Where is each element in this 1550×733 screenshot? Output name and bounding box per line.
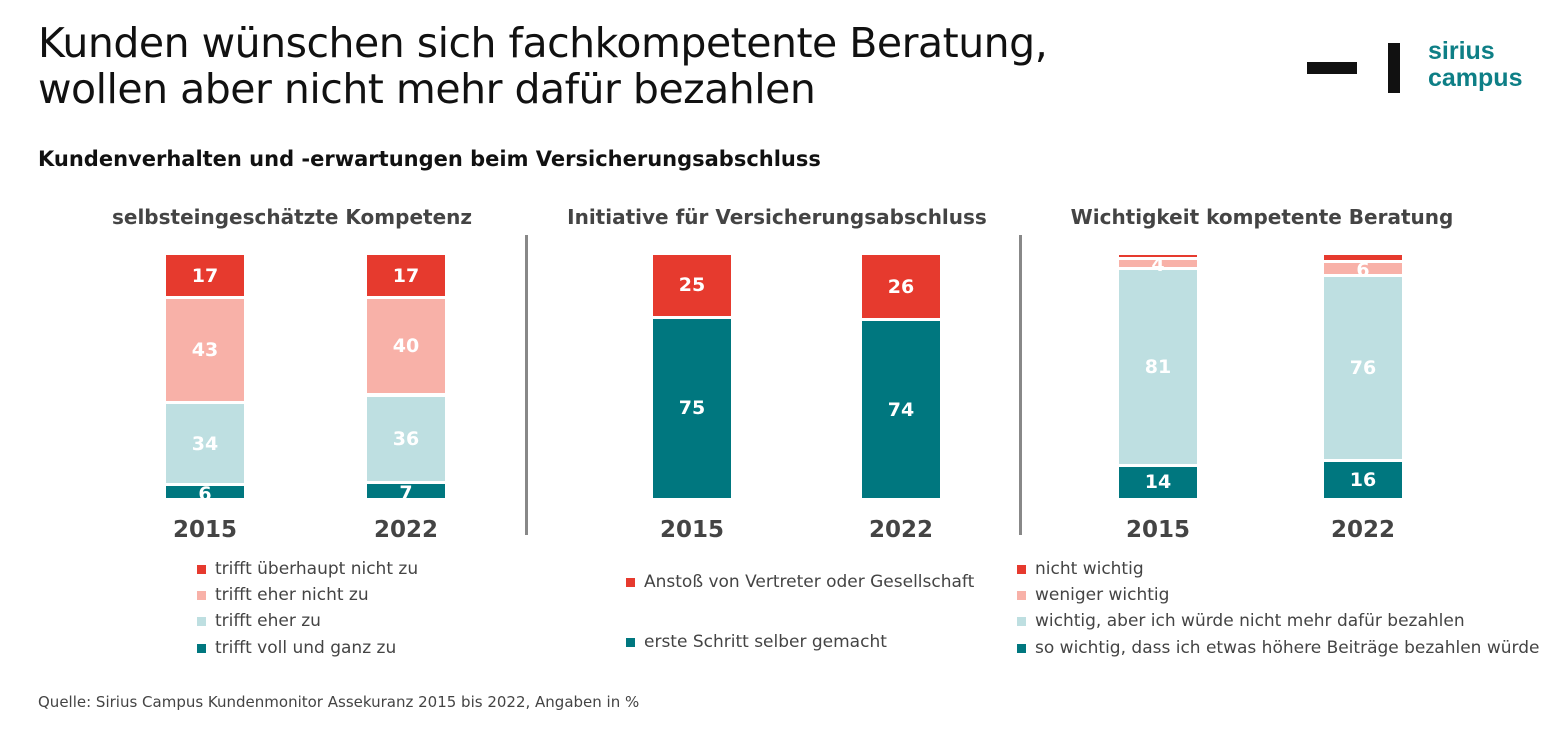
title-line-1: Kunden wünschen sich fachkompetente Bera… (38, 19, 1048, 67)
divider (1019, 235, 1022, 535)
legend-item: erste Schritt selber gemacht (626, 632, 887, 652)
legend-label: erste Schritt selber gemacht (644, 632, 887, 652)
logo-bar (1388, 43, 1400, 93)
bar-segment: 14 (1119, 463, 1197, 498)
data-label: 17 (191, 264, 219, 287)
subtitle: Kundenverhalten und -erwartungen beim Ve… (38, 147, 821, 171)
x-tick-label: 2015 (1125, 517, 1190, 543)
logo-line-1: sirius (1428, 37, 1495, 65)
legend-swatch (197, 616, 206, 626)
legend-swatch (626, 577, 635, 587)
legend-label: trifft eher nicht zu (215, 585, 369, 605)
data-label: 74 (887, 398, 915, 421)
bar-segment: 26 (862, 255, 940, 319)
bar-segment: 7 (367, 480, 445, 503)
x-tick-label: 2022 (373, 517, 438, 543)
legend-swatch (1017, 643, 1026, 653)
legend-swatch (197, 643, 206, 653)
legend-item: so wichtig, dass ich etwas höhere Beiträ… (1017, 638, 1539, 658)
data-label: 6 (198, 482, 212, 505)
chart-title: selbsteingeschätzte Kompetenz (111, 205, 473, 229)
page-title: Kunden wünschen sich fachkompetente Bera… (38, 19, 1048, 113)
chart-title: Initiative für Versicherungsabschluss (567, 205, 987, 229)
bar-segment: 17 (367, 255, 445, 297)
data-label: 76 (1349, 357, 1377, 380)
bar-segment: 16 (1324, 459, 1402, 498)
chart-title: Wichtigkeit kompetente Beratung (1070, 205, 1454, 229)
legend-label: wichtig, aber ich würde nicht mehr dafür… (1035, 611, 1465, 631)
bar-segment: 40 (367, 296, 445, 394)
logo-line-2: campus (1428, 64, 1523, 92)
legend-item: trifft eher zu (197, 611, 321, 631)
x-tick-label: 2015 (172, 517, 237, 543)
bar-segment: 17 (166, 255, 244, 297)
data-label: 7 (399, 481, 413, 504)
legend-item: trifft voll und ganz zu (197, 638, 396, 658)
legend-label: trifft eher zu (215, 611, 321, 631)
legend-label: weniger wichtig (1035, 585, 1170, 605)
bar-segment (1324, 255, 1402, 260)
data-label: 26 (887, 275, 915, 298)
data-label: 81 (1144, 356, 1172, 379)
bar-segment (1119, 255, 1197, 258)
bar-segment: 81 (1119, 267, 1197, 464)
legend-swatch (197, 564, 206, 574)
bar-segment: 6 (1324, 259, 1402, 280)
data-label: 43 (191, 339, 219, 362)
x-tick-label: 2022 (868, 517, 933, 543)
legend-item: trifft überhaupt nicht zu (197, 559, 418, 579)
data-label: 4 (1151, 254, 1165, 277)
x-tick-label: 2022 (1330, 517, 1395, 543)
divider (525, 235, 528, 535)
bar-segment: 4 (1119, 255, 1197, 275)
x-tick-label: 2015 (659, 517, 724, 543)
data-label: 6 (1356, 259, 1370, 282)
legend-label: trifft überhaupt nicht zu (215, 559, 419, 579)
legend-swatch (197, 590, 206, 600)
bar-segment: 34 (166, 400, 244, 484)
bar-segment: 43 (166, 296, 244, 401)
legend-item: weniger wichtig (1017, 585, 1169, 605)
data-label: 75 (678, 397, 706, 420)
data-label: 36 (392, 427, 420, 450)
legend-label: trifft voll und ganz zu (215, 638, 397, 658)
legend-item: Anstoß von Vertreter oder Gesellschaft (626, 572, 974, 592)
legend-swatch (626, 637, 635, 647)
bar-segment: 74 (862, 318, 940, 498)
legend-label: nicht wichtig (1035, 559, 1144, 579)
source-note: Quelle: Sirius Campus Kundenmonitor Asse… (38, 693, 640, 711)
bar-segment: 36 (367, 393, 445, 481)
logo-dash (1307, 62, 1357, 74)
legend-swatch (1017, 590, 1026, 600)
bar-segment: 25 (653, 255, 731, 316)
legend-swatch (1017, 616, 1026, 626)
data-label: 40 (392, 335, 420, 358)
data-label: 14 (1144, 471, 1172, 494)
logo: sirius campus (1428, 38, 1522, 92)
data-label: 25 (678, 274, 706, 297)
data-label: 16 (1349, 469, 1377, 492)
legend-item: trifft eher nicht zu (197, 585, 369, 605)
legend-item: wichtig, aber ich würde nicht mehr dafür… (1017, 611, 1465, 631)
bar-segment: 76 (1324, 274, 1402, 460)
legend-label: so wichtig, dass ich etwas höhere Beiträ… (1035, 638, 1540, 658)
legend-item: nicht wichtig (1017, 559, 1144, 579)
bar-segment: 6 (166, 483, 244, 504)
data-label: 34 (191, 432, 219, 455)
bar-segment: 75 (653, 315, 731, 498)
title-line-2: wollen aber nicht mehr dafür bezahlen (38, 65, 816, 113)
data-label: 17 (392, 264, 420, 287)
legend-label: Anstoß von Vertreter oder Gesellschaft (644, 572, 975, 592)
legend-swatch (1017, 564, 1026, 574)
